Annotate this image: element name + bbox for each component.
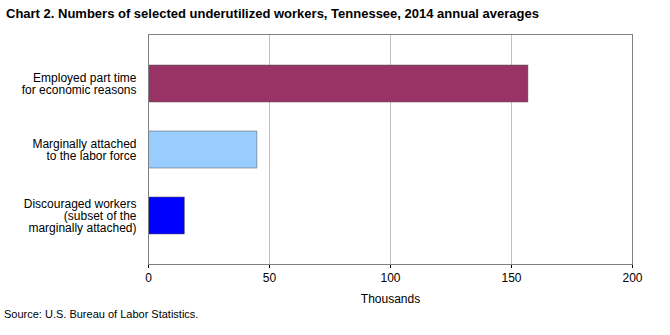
- svg-text:0: 0: [145, 271, 152, 285]
- html-text:Source: U.S. Bureau of Labor S: Source: U.S. Bureau of Labor Statistics.: [4, 308, 199, 320]
- svg-text:150: 150: [501, 271, 521, 285]
- svg-text:200: 200: [622, 271, 642, 285]
- svg-text:Marginally attachedto the labo: Marginally attachedto the labor force: [32, 137, 136, 163]
- svg-text:50: 50: [263, 271, 277, 285]
- svg-text:100: 100: [380, 271, 400, 285]
- svg-text:Thousands: Thousands: [361, 292, 420, 306]
- html-text:Chart 2. Numbers of selected u: Chart 2. Numbers of selected underutiliz…: [6, 6, 539, 21]
- svg-text:Discouraged workers(subset of: Discouraged workers(subset of themargina…: [24, 197, 137, 235]
- svg-text:Employed part timefor economic: Employed part timefor economic reasons: [22, 71, 137, 97]
